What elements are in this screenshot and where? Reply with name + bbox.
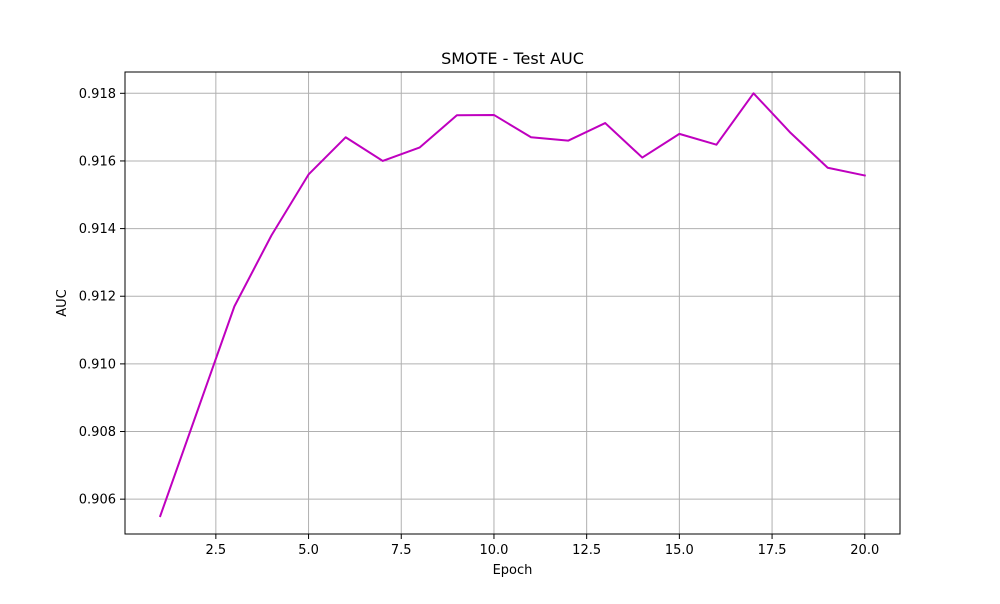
y-tick-label: 0.918 xyxy=(79,87,116,102)
plot-frame xyxy=(124,71,901,535)
grid xyxy=(125,72,900,534)
y-axis-ticks: 0.906 0.908 0.910 0.912 0.914 0.916 0.918 xyxy=(79,87,125,508)
series-line xyxy=(158,92,866,518)
x-tick-label: 12.5 xyxy=(572,543,601,558)
y-axis-label: AUC xyxy=(55,289,70,317)
x-tick-label: 17.5 xyxy=(758,543,787,558)
x-tick-label: 15.0 xyxy=(665,543,694,558)
y-tick-label: 0.906 xyxy=(79,493,116,508)
x-axis-ticks: 2.5 5.0 7.5 10.0 12.5 15.0 17.5 20.0 xyxy=(206,534,879,558)
x-tick-label: 2.5 xyxy=(206,543,227,558)
x-tick-label: 7.5 xyxy=(391,543,412,558)
y-tick-label: 0.914 xyxy=(79,222,116,237)
y-tick-label: 0.908 xyxy=(79,425,116,440)
y-tick-label: 0.912 xyxy=(79,290,116,305)
y-tick-label: 0.910 xyxy=(79,357,116,372)
y-tick-label: 0.916 xyxy=(79,154,116,169)
x-tick-label: 5.0 xyxy=(298,543,319,558)
chart-title: SMOTE - Test AUC xyxy=(441,49,584,68)
x-tick-label: 20.0 xyxy=(850,543,879,558)
x-axis-label: Epoch xyxy=(493,563,533,578)
series-layer xyxy=(158,92,866,518)
x-tick-label: 10.0 xyxy=(479,543,508,558)
